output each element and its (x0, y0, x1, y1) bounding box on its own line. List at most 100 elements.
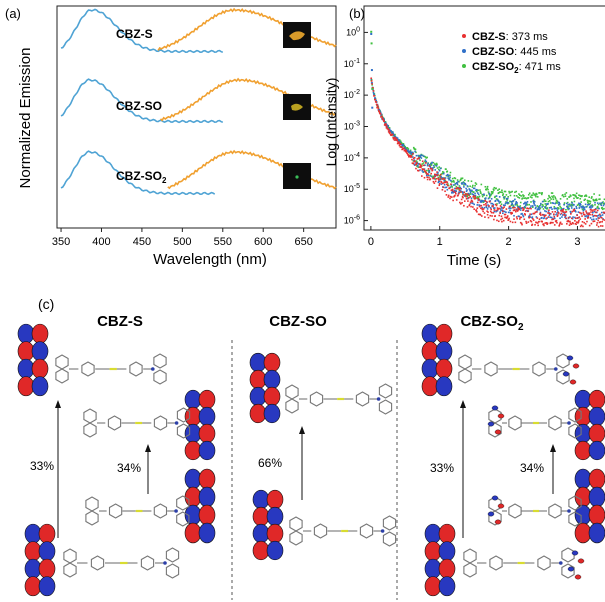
decay-point (393, 139, 396, 141)
decay-point (470, 197, 473, 200)
orbital-lobe (17, 323, 35, 344)
legend-marker-cbz-so (462, 49, 466, 53)
decay-point (396, 137, 399, 140)
decay-point (442, 182, 444, 185)
decay-point (517, 196, 519, 199)
decay-point (426, 178, 429, 181)
decay-point (574, 216, 576, 219)
decay-point (523, 202, 526, 205)
orbital-cbz-so2-mid (574, 389, 605, 461)
decay-point (522, 215, 525, 218)
decay-point (513, 214, 515, 217)
decay-point (413, 159, 415, 162)
time-tick-label-3: 3 (574, 236, 580, 248)
decay-point (561, 216, 563, 218)
orbital-lobe (24, 541, 42, 562)
decay-point (595, 199, 597, 202)
decay-point (489, 194, 491, 196)
decay-point (418, 154, 421, 157)
decay-point (555, 207, 558, 210)
decay-point (505, 211, 507, 214)
orbital-lobe (198, 504, 216, 526)
decay-point (596, 202, 599, 204)
decay-point (402, 142, 405, 145)
decay-point (549, 206, 551, 209)
decay-point (599, 216, 602, 218)
decay-point (481, 208, 484, 210)
decay-point (535, 221, 538, 224)
decay-point (436, 167, 439, 169)
decay-point (370, 77, 373, 80)
decay-point (413, 156, 416, 159)
decay-point (517, 206, 519, 208)
decay-point (543, 224, 545, 227)
decay-point (535, 216, 538, 218)
molecule-cbz-s-1 (55, 353, 167, 385)
decay-point (572, 222, 574, 225)
decay-point (491, 192, 494, 195)
decay-point (431, 169, 434, 171)
decay-point (493, 209, 496, 211)
decay-point (600, 216, 603, 219)
orbital-lobe (574, 440, 592, 461)
decay-point (593, 209, 595, 211)
decay-point (577, 203, 580, 206)
decay-point (514, 191, 516, 194)
time-tick-label-1: 1 (437, 236, 443, 248)
panel-a-ylabel: Normalized Emission (17, 48, 34, 189)
decay-point (575, 205, 578, 208)
decay-point (497, 199, 499, 201)
percent-label-cbz-s-1: 33% (30, 459, 54, 473)
decay-point (534, 194, 537, 197)
transition-arrow-cbz-so2-1 (460, 400, 466, 538)
orbital-lobe (435, 323, 453, 344)
decay-point (400, 142, 403, 144)
decay-point (508, 207, 510, 210)
decay-point (506, 197, 509, 200)
decay-point (554, 210, 556, 213)
decay-point (501, 207, 503, 209)
decay-point (469, 201, 472, 203)
decay-point (396, 142, 399, 145)
decay-point (484, 185, 487, 188)
decay-point (478, 195, 481, 198)
decay-point (573, 207, 576, 210)
decay-point (393, 134, 395, 137)
decay-point (436, 187, 439, 189)
decay-point (423, 170, 425, 173)
orbital-lobe (588, 423, 605, 444)
decay-point (551, 195, 553, 198)
decay-point (486, 185, 489, 188)
decay-point (495, 195, 498, 197)
orbital-lobe (494, 429, 502, 435)
decay-point (600, 203, 602, 206)
decay-point (542, 217, 545, 220)
decay-point (572, 194, 575, 196)
decay-point (467, 194, 470, 196)
decay-point (573, 197, 575, 200)
decay-point (570, 212, 572, 214)
decay-point (552, 221, 554, 224)
decay-point (593, 220, 596, 222)
decay-point (377, 106, 379, 108)
decay-point (538, 220, 540, 223)
decay-point (409, 155, 411, 158)
decay-point (415, 160, 418, 162)
decay-point (581, 221, 584, 223)
decay-point (498, 214, 501, 217)
decay-point (413, 160, 415, 163)
decay-point (441, 177, 444, 179)
decay-point (513, 206, 515, 209)
decay-point (478, 205, 481, 208)
decay-point (463, 195, 466, 197)
decay-point (509, 220, 512, 223)
decay-point (584, 203, 587, 206)
decay-point (468, 204, 471, 207)
decay-point (597, 214, 600, 217)
decay-point (597, 207, 599, 209)
decay-point (458, 189, 461, 191)
decay-point (530, 205, 532, 207)
sample-glow-cbz-so2 (295, 175, 299, 179)
decay-point (521, 207, 524, 209)
decay-point (583, 195, 586, 197)
